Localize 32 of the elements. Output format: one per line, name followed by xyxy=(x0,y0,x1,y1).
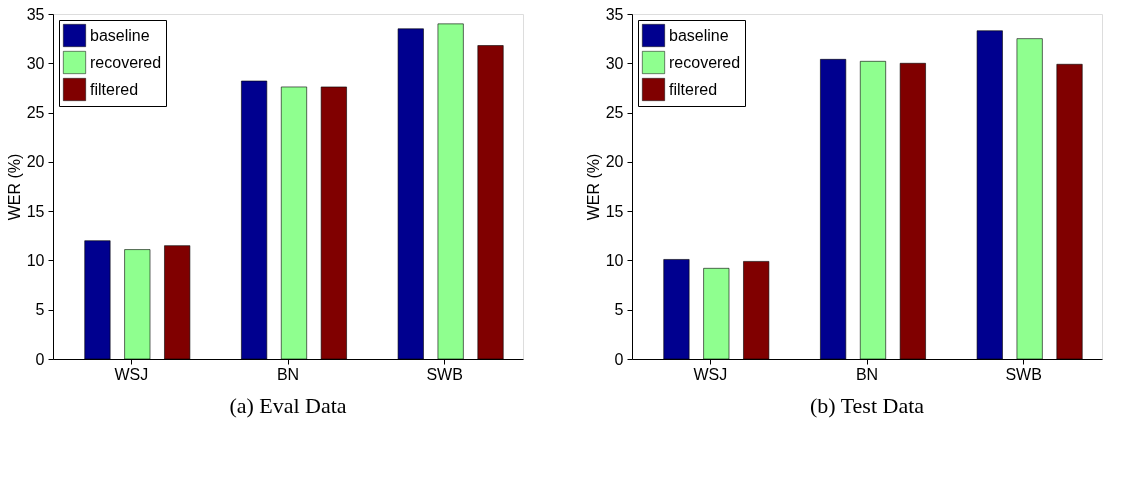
x-tick-label: SWB xyxy=(426,365,463,383)
text: (a) Eval Data xyxy=(229,393,347,418)
y-axis-title: WER (%) xyxy=(584,153,602,221)
y-tick-label: 15 xyxy=(26,202,45,220)
legend-label: filtered xyxy=(669,80,718,98)
x-tick-label: BN xyxy=(855,365,879,383)
legend-label: recovered xyxy=(90,53,162,71)
y-tick-label: 25 xyxy=(26,104,45,122)
y-tick-label: 30 xyxy=(605,54,624,72)
legend-label: baseline xyxy=(669,26,729,44)
legend-label: baseline xyxy=(90,26,150,44)
y-tick-label: 20 xyxy=(26,153,45,171)
y-tick-label: 15 xyxy=(605,202,624,220)
y-tick-label: 0 xyxy=(614,350,624,368)
x-tick-label: SWB xyxy=(1005,365,1042,383)
y-tick-label: 5 xyxy=(614,301,624,319)
y-tick-label: 10 xyxy=(26,251,45,269)
y-tick-label: 30 xyxy=(26,54,45,72)
y-tick-label: 20 xyxy=(605,153,624,171)
y-tick-label: 35 xyxy=(605,5,624,23)
y-tick-label: 35 xyxy=(26,5,45,23)
text: (b) Test Data xyxy=(809,393,925,418)
legend-label: filtered xyxy=(90,80,139,98)
x-tick-label: WSJ xyxy=(693,365,728,383)
y-tick-label: 0 xyxy=(35,350,45,368)
legend-label: recovered xyxy=(669,53,741,71)
y-axis-title: WER (%) xyxy=(5,153,23,221)
x-tick-label: BN xyxy=(276,365,300,383)
y-tick-label: 5 xyxy=(35,301,45,319)
y-tick-label: 10 xyxy=(605,251,624,269)
x-tick-label: WSJ xyxy=(114,365,149,383)
y-tick-label: 25 xyxy=(605,104,624,122)
